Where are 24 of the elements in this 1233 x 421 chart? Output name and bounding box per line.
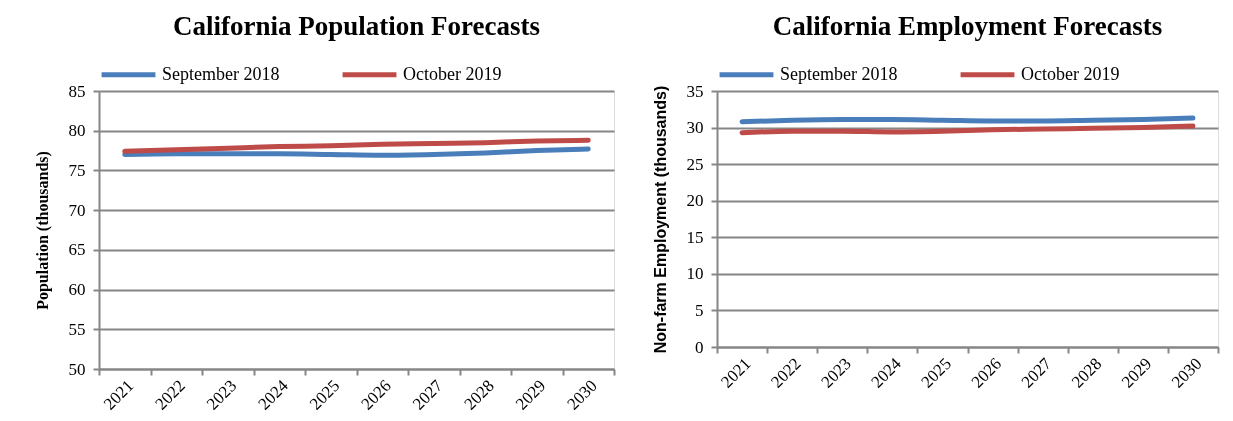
y-tick-label: 35	[686, 81, 704, 101]
y-tick-label: 30	[686, 118, 704, 138]
y-tick-label: 5	[695, 300, 704, 320]
y-tick-label: 85	[68, 81, 86, 101]
y-tick-label: 70	[68, 200, 86, 220]
y-tick-label: 75	[68, 160, 86, 180]
y-tick-label: 65	[68, 240, 86, 260]
y-tick-label: 60	[68, 280, 86, 300]
legend-label: October 2019	[403, 63, 502, 84]
y-tick-label: 50	[68, 359, 86, 379]
y-tick-label: 80	[68, 121, 86, 141]
y-tick-label: 20	[686, 191, 704, 211]
y-tick-label: 10	[686, 264, 704, 284]
y-tick-label: 25	[686, 154, 704, 174]
legend-label: September 2018	[780, 63, 898, 84]
chart-title: California Employment Forecasts	[772, 11, 1163, 41]
y-tick-label: 15	[686, 227, 704, 247]
y-axis-title: Non-farm Employment (thousands)	[651, 85, 669, 354]
legend-label: September 2018	[162, 63, 280, 84]
legend-label: October 2019	[1021, 63, 1120, 84]
y-tick-label: 55	[68, 319, 86, 339]
chart-title: California Population Forecasts	[173, 11, 540, 41]
y-axis-title: Population (thousands)	[33, 151, 52, 310]
y-tick-label: 0	[695, 337, 704, 357]
